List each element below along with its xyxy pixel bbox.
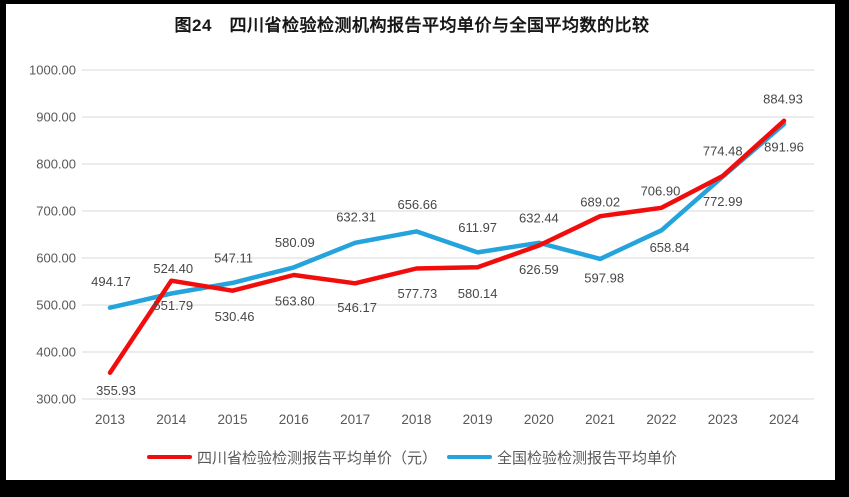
data-label-sichuan-2019: 580.14 — [458, 286, 498, 301]
y-axis-tick-label: 400.00 — [36, 345, 76, 360]
data-labels-national: 494.17 524.40 547.11 580.09 632.31 656.66 611.… — [91, 92, 803, 290]
data-label-national-2023: 772.99 — [703, 194, 743, 209]
data-label-national-2022: 658.84 — [650, 240, 690, 255]
x-axis: 2013 2014 2015 2016 2017 2018 2019 2020 2021 2022… — [95, 412, 800, 427]
data-label-national-2021: 597.98 — [584, 270, 624, 285]
y-axis-tick-label: 600.00 — [36, 251, 76, 266]
data-label-national-2019: 611.97 — [458, 220, 497, 235]
data-label-national-2018: 656.66 — [397, 197, 437, 212]
data-label-national-2014: 524.40 — [153, 261, 193, 276]
data-label-national-2015: 547.11 — [214, 250, 253, 265]
data-label-national-2024: 884.93 — [763, 92, 803, 107]
legend-label-sichuan: 四川省检验检测报告平均单价（元） — [196, 449, 437, 467]
series-line-national — [107, 121, 787, 310]
legend: 四川省检验检测报告平均单价（元） 全国检验检测报告平均单价 — [0, 447, 824, 467]
data-label-national-2017: 632.31 — [336, 209, 376, 224]
chart-title: 图24 四川省检验检测机构报告平均单价与全国平均数的比较 — [174, 16, 650, 35]
data-label-sichuan-2022: 706.90 — [641, 183, 681, 198]
data-label-national-2016: 580.09 — [275, 235, 315, 250]
legend-item-national: 全国检验检测报告平均单价 — [447, 447, 677, 468]
data-label-sichuan-2024: 891.96 — [764, 139, 804, 154]
y-axis-tick-label: 300.00 — [36, 392, 76, 407]
x-axis-tick-label: 2019 — [463, 412, 493, 427]
data-label-sichuan-2018: 577.73 — [397, 286, 437, 301]
y-axis-tick-label: 700.00 — [36, 204, 76, 219]
x-axis-tick-label: 2024 — [769, 412, 800, 427]
data-label-sichuan-2013: 355.93 — [96, 383, 136, 398]
x-axis-tick-label: 2013 — [95, 412, 125, 427]
x-axis-tick-label: 2017 — [340, 412, 370, 427]
data-label-sichuan-2014: 551.79 — [153, 298, 193, 313]
y-axis: 300.00 400.00 500.00 600.00 700.00 800.00 900.… — [29, 63, 76, 407]
data-label-sichuan-2016: 563.80 — [275, 294, 315, 309]
x-axis-tick-label: 2023 — [708, 412, 738, 427]
data-label-sichuan-2021: 689.02 — [580, 195, 620, 210]
y-axis-tick-label: 800.00 — [36, 157, 76, 172]
data-label-sichuan-2015: 530.46 — [215, 309, 255, 324]
x-axis-tick-label: 2015 — [218, 412, 248, 427]
x-axis-tick-label: 2018 — [401, 412, 431, 427]
x-axis-tick-label: 2022 — [646, 412, 676, 427]
data-label-sichuan-2017: 546.17 — [337, 300, 377, 315]
data-label-sichuan-2023: 774.48 — [703, 143, 743, 158]
y-axis-tick-label: 1000.00 — [29, 63, 76, 78]
legend-label-national: 全国检验检测报告平均单价 — [497, 449, 678, 467]
y-axis-tick-label: 500.00 — [36, 298, 76, 313]
x-axis-tick-label: 2014 — [156, 412, 187, 427]
gridlines — [82, 69, 814, 400]
legend-item-sichuan: 四川省检验检测报告平均单价（元） — [146, 447, 437, 468]
x-axis-tick-label: 2016 — [279, 412, 309, 427]
legend-swatch-sichuan-line-icon — [146, 455, 192, 459]
chart-canvas — [6, 4, 835, 480]
x-axis-tick-label: 2021 — [585, 412, 615, 427]
data-label-national-2013: 494.17 — [91, 274, 131, 289]
x-axis-tick-label: 2020 — [524, 412, 554, 427]
data-label-sichuan-2020: 626.59 — [519, 262, 559, 277]
series-line-sichuan — [107, 118, 787, 375]
legend-swatch-national-line-icon — [447, 455, 492, 459]
y-axis-tick-label: 900.00 — [36, 110, 76, 125]
data-label-national-2020: 632.44 — [519, 210, 559, 225]
data-labels-sichuan: 355.93 551.79 530.46 563.80 546.17 577.73 580.… — [96, 139, 804, 398]
